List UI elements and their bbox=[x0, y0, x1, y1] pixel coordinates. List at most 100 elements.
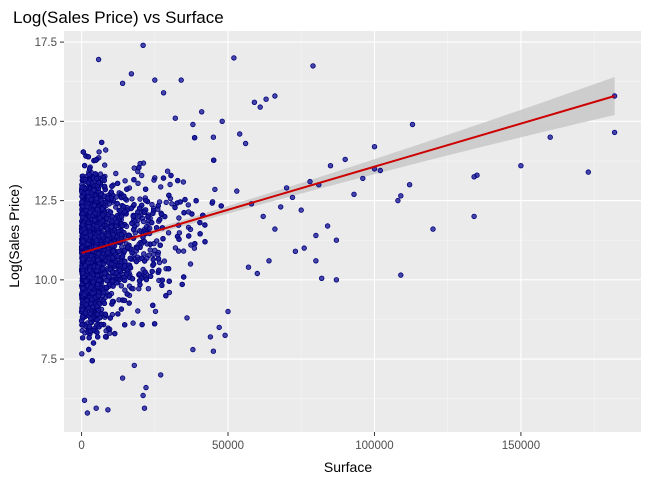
data-point bbox=[103, 278, 110, 284]
data-point bbox=[180, 179, 187, 185]
data-point bbox=[91, 187, 97, 193]
data-point bbox=[112, 330, 118, 337]
y-axis-title: Log(Sales Price) bbox=[6, 184, 22, 288]
data-point bbox=[108, 224, 114, 230]
data-point bbox=[136, 164, 142, 171]
data-point bbox=[82, 310, 89, 316]
data-point bbox=[197, 231, 203, 237]
data-point bbox=[164, 168, 171, 174]
data-point bbox=[301, 245, 307, 251]
data-point bbox=[151, 177, 157, 183]
data-point bbox=[181, 209, 187, 216]
data-point bbox=[342, 156, 348, 163]
data-point bbox=[104, 237, 111, 243]
data-point bbox=[218, 203, 224, 209]
data-point bbox=[88, 284, 94, 290]
data-point bbox=[122, 178, 128, 184]
data-point bbox=[142, 186, 149, 192]
data-point bbox=[176, 215, 182, 221]
data-point bbox=[86, 166, 93, 172]
data-point bbox=[86, 267, 93, 273]
data-point bbox=[163, 199, 169, 206]
data-point bbox=[95, 264, 101, 270]
data-point bbox=[283, 185, 290, 191]
data-point bbox=[313, 232, 319, 239]
data-point bbox=[168, 172, 174, 179]
data-point bbox=[119, 223, 125, 229]
data-point bbox=[94, 329, 100, 336]
data-point bbox=[104, 226, 110, 232]
data-point bbox=[471, 174, 477, 180]
confidence-band bbox=[81, 76, 615, 256]
data-point bbox=[165, 266, 172, 272]
data-point bbox=[202, 222, 208, 228]
data-point bbox=[178, 77, 184, 83]
data-point bbox=[141, 238, 147, 245]
data-point bbox=[80, 149, 86, 155]
data-point bbox=[156, 267, 162, 273]
data-point bbox=[360, 175, 366, 182]
data-point bbox=[87, 209, 93, 215]
data-point bbox=[130, 286, 136, 292]
data-point bbox=[398, 272, 404, 278]
data-point bbox=[79, 335, 86, 341]
data-point bbox=[98, 225, 104, 231]
data-point bbox=[94, 206, 100, 213]
data-point bbox=[104, 195, 111, 201]
data-point bbox=[251, 99, 258, 105]
data-point bbox=[101, 183, 108, 189]
data-point bbox=[89, 358, 95, 364]
data-point bbox=[105, 407, 111, 413]
data-point bbox=[185, 233, 192, 239]
data-point bbox=[98, 191, 104, 197]
data-point bbox=[87, 232, 94, 238]
data-point bbox=[263, 96, 269, 102]
data-point bbox=[157, 184, 164, 190]
data-point bbox=[129, 196, 135, 202]
data-point bbox=[198, 109, 205, 115]
data-point bbox=[406, 181, 413, 188]
data-point bbox=[231, 55, 237, 61]
data-point bbox=[289, 194, 296, 201]
data-point bbox=[130, 213, 136, 219]
data-point bbox=[184, 315, 190, 321]
data-point bbox=[114, 200, 120, 207]
data-point bbox=[81, 291, 87, 297]
data-point bbox=[94, 317, 100, 323]
data-point bbox=[118, 232, 125, 238]
data-point bbox=[222, 332, 228, 338]
data-point bbox=[109, 255, 116, 261]
data-point bbox=[140, 392, 146, 399]
data-point bbox=[121, 263, 128, 269]
data-point bbox=[94, 334, 101, 340]
data-point bbox=[152, 77, 158, 83]
data-point bbox=[93, 237, 100, 244]
data-point bbox=[91, 202, 97, 209]
data-point bbox=[172, 204, 178, 211]
data-point bbox=[169, 201, 175, 207]
data-point bbox=[90, 340, 97, 346]
data-point bbox=[107, 209, 114, 215]
data-point bbox=[93, 405, 99, 411]
data-point bbox=[319, 275, 325, 281]
data-point bbox=[83, 302, 89, 308]
data-point bbox=[190, 121, 196, 128]
data-point bbox=[87, 274, 93, 280]
data-point bbox=[166, 278, 172, 284]
data-point bbox=[327, 162, 334, 169]
data-point bbox=[117, 208, 123, 214]
data-point bbox=[99, 232, 105, 239]
data-point bbox=[140, 218, 147, 225]
data-point bbox=[127, 255, 133, 261]
data-point bbox=[351, 191, 357, 197]
y-tick-label: 17.5 bbox=[35, 37, 57, 49]
data-point bbox=[151, 321, 158, 327]
data-point bbox=[102, 334, 109, 340]
data-point bbox=[210, 157, 217, 163]
data-point bbox=[101, 162, 108, 168]
data-point bbox=[147, 247, 153, 253]
data-point bbox=[138, 172, 145, 179]
data-point bbox=[79, 222, 86, 228]
data-point bbox=[298, 207, 304, 213]
